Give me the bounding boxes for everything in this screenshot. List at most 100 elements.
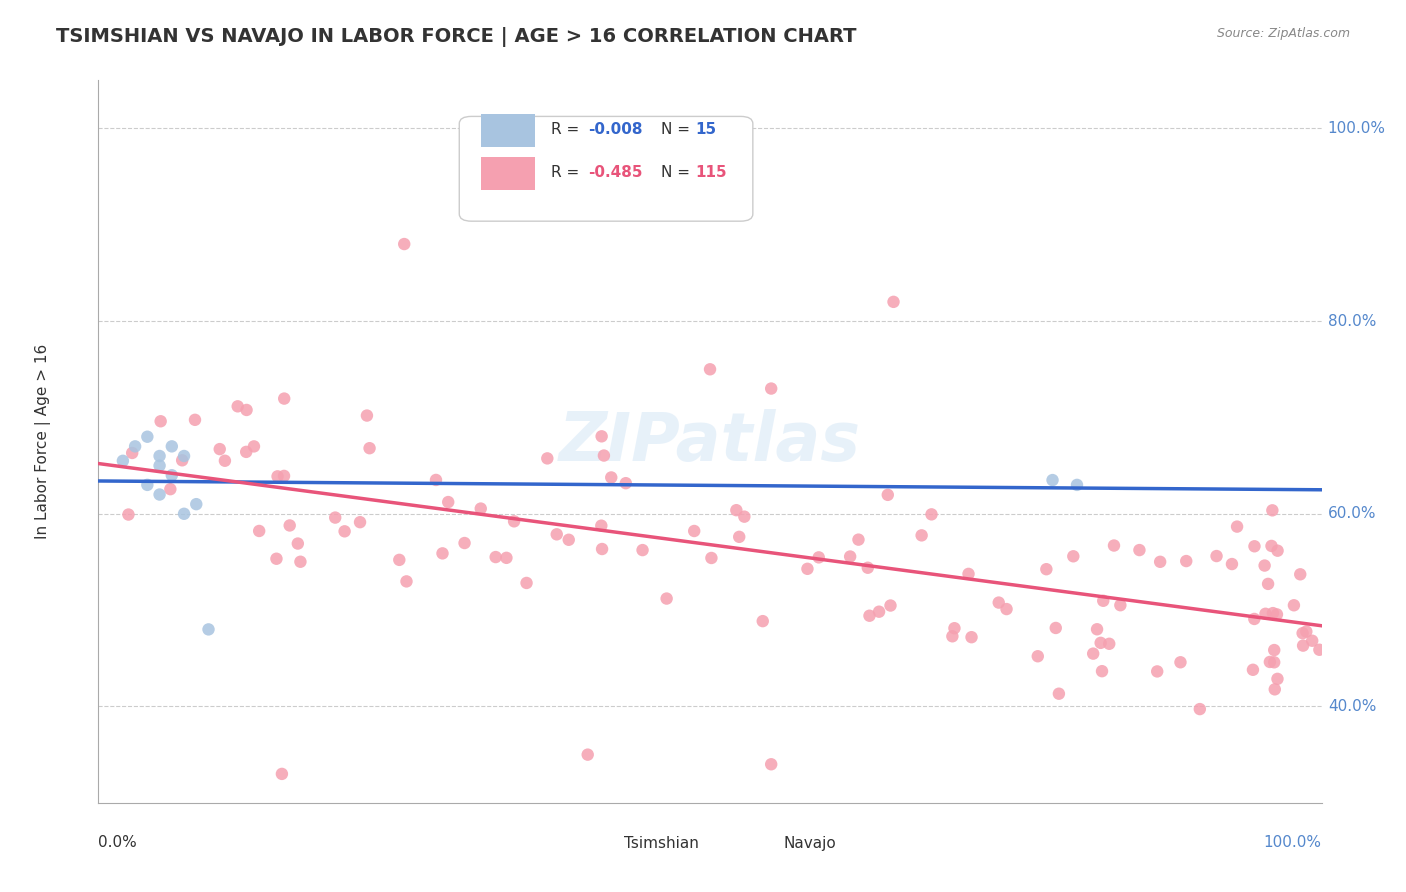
Point (1098, 637, 1121, 651)
Point (546, 527, 568, 541)
Point (226, 400, 249, 414)
Point (796, 562, 818, 576)
Point (173, 507, 195, 521)
Point (614, 476, 637, 491)
Point (1149, 555, 1171, 569)
Point (247, 524, 270, 538)
Point (270, 767, 294, 781)
Point (290, 555, 312, 569)
Point (1220, 557, 1243, 571)
Point (266, 551, 288, 566)
Point (1045, 621, 1067, 635)
Point (1226, 519, 1249, 533)
Point (136, 478, 159, 492)
Point (516, 576, 538, 591)
Point (558, 533, 581, 547)
Point (1091, 664, 1114, 678)
Point (921, 508, 943, 522)
Point (1292, 639, 1315, 653)
Point (136, 430, 159, 444)
Point (1243, 612, 1265, 626)
Point (839, 549, 862, 564)
Text: Source: ZipAtlas.com: Source: ZipAtlas.com (1216, 27, 1350, 40)
Point (868, 605, 890, 619)
Point (910, 528, 932, 542)
Point (1047, 687, 1070, 701)
Point (160, 439, 183, 453)
FancyBboxPatch shape (481, 157, 536, 190)
Point (208, 442, 231, 456)
Point (751, 614, 773, 628)
Point (591, 429, 613, 443)
Point (725, 503, 748, 517)
Text: Navajo: Navajo (783, 836, 837, 851)
Point (856, 560, 879, 574)
Point (266, 469, 288, 483)
Point (1062, 549, 1084, 564)
Point (1253, 558, 1275, 573)
Point (1146, 665, 1168, 679)
FancyBboxPatch shape (481, 113, 536, 147)
Point (1301, 633, 1323, 648)
Point (1263, 655, 1285, 669)
Text: 0.0%: 0.0% (98, 835, 138, 850)
Point (197, 623, 219, 637)
Point (470, 501, 492, 516)
Point (683, 524, 706, 538)
Point (235, 445, 257, 459)
Point (149, 414, 172, 428)
Point (333, 524, 356, 539)
Point (437, 495, 460, 509)
Point (124, 439, 146, 453)
Point (807, 550, 830, 565)
Point (287, 536, 309, 550)
Text: 60.0%: 60.0% (1327, 507, 1376, 521)
Point (1092, 594, 1115, 608)
Point (117, 508, 139, 522)
Point (184, 413, 207, 427)
Point (699, 362, 721, 376)
Text: Tsimshian: Tsimshian (624, 836, 699, 851)
Text: 115: 115 (696, 165, 727, 180)
Point (876, 488, 898, 502)
Point (1102, 539, 1125, 553)
Point (432, 546, 454, 560)
Point (995, 602, 1018, 616)
Text: 80.0%: 80.0% (1327, 314, 1376, 328)
Point (879, 599, 901, 613)
Text: 100.0%: 100.0% (1264, 835, 1322, 850)
FancyBboxPatch shape (460, 116, 752, 221)
Point (1128, 543, 1150, 558)
Point (576, 747, 599, 762)
Point (214, 454, 236, 468)
Point (761, 757, 783, 772)
Point (111, 454, 134, 468)
Point (425, 473, 447, 487)
Text: N =: N = (661, 122, 695, 136)
Point (600, 470, 623, 484)
Point (1308, 642, 1330, 657)
Point (1260, 539, 1282, 553)
Point (186, 497, 208, 511)
Point (733, 509, 755, 524)
Point (1205, 549, 1227, 563)
Point (1282, 599, 1305, 613)
Point (1241, 663, 1264, 677)
Point (149, 487, 172, 501)
Text: R =: R = (551, 165, 583, 180)
Text: ZIPatlas: ZIPatlas (560, 409, 860, 475)
Point (453, 536, 475, 550)
Point (761, 382, 783, 396)
Point (700, 551, 723, 566)
Point (943, 621, 966, 635)
Point (323, 510, 346, 524)
Point (1035, 562, 1057, 576)
Point (1295, 624, 1317, 639)
Point (172, 453, 194, 467)
Point (1264, 682, 1286, 697)
Point (941, 629, 963, 643)
Text: In Labor Force | Age > 16: In Labor Force | Age > 16 (35, 344, 52, 539)
Point (591, 518, 613, 533)
Point (149, 449, 172, 463)
Text: 40.0%: 40.0% (1327, 699, 1376, 714)
